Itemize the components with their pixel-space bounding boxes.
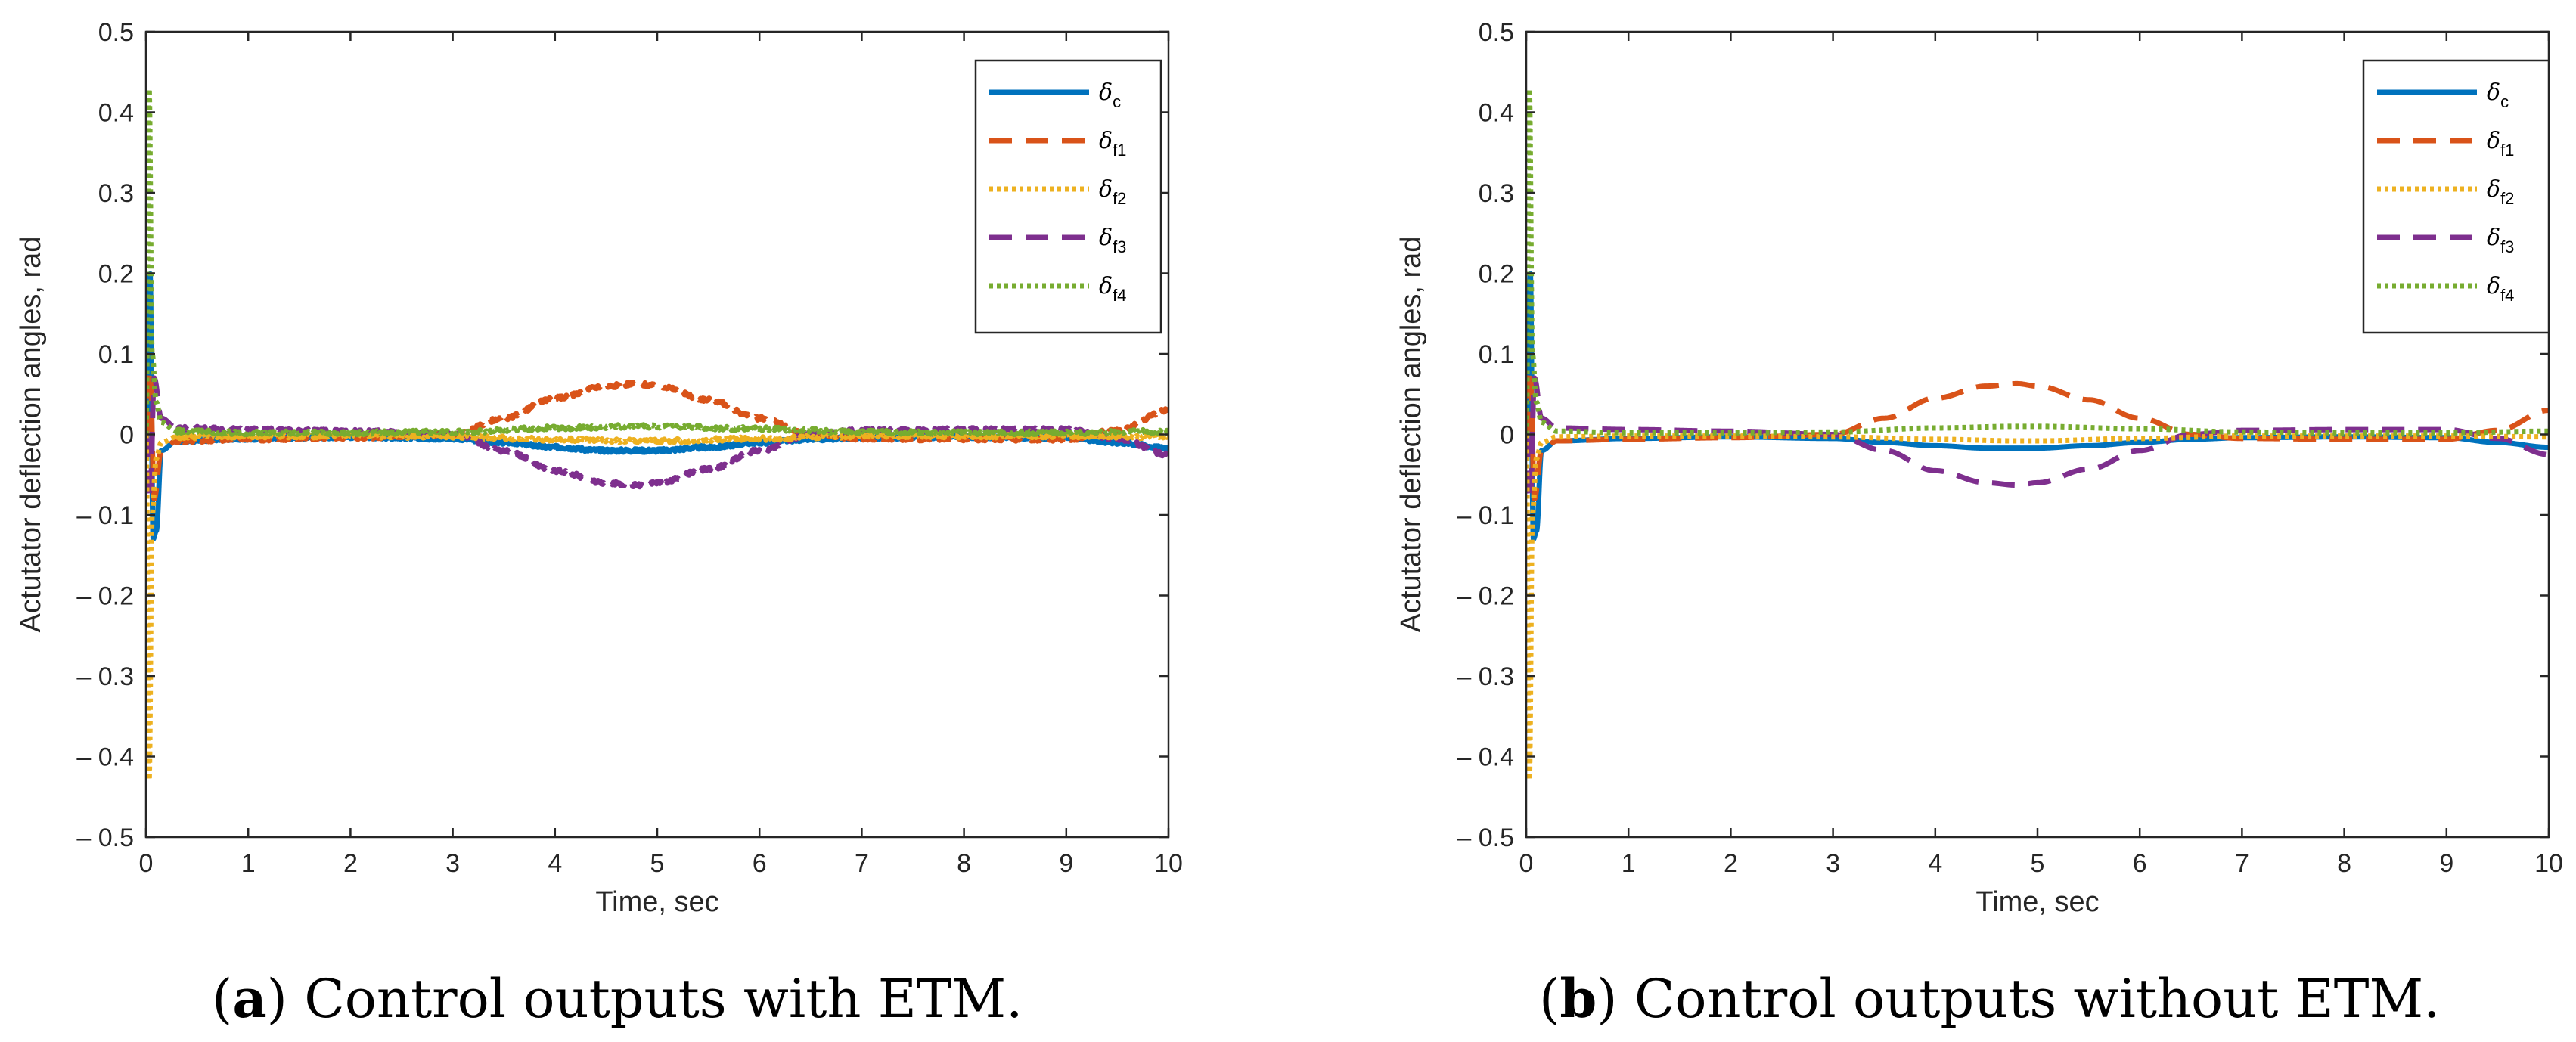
x-tick-label: 4	[1928, 849, 1942, 878]
x-tick-label: 5	[2031, 849, 2045, 878]
y-tick-label: – 0.5	[1457, 823, 1514, 852]
x-tick-label: 10	[2534, 849, 2563, 878]
y-tick-label: 0.1	[1479, 340, 1514, 369]
y-tick-label: 0.1	[98, 340, 134, 369]
legend-label-f3: δf3	[1099, 225, 1126, 256]
series-line-f1	[1526, 367, 2549, 502]
y-tick-label: 0	[1500, 421, 1514, 450]
x-tick-label: 6	[753, 849, 767, 878]
y-tick-label: – 0.2	[76, 582, 134, 611]
x-tick-label: 10	[1154, 849, 1183, 878]
x-tick-label: 4	[548, 849, 562, 878]
x-tick-label: 5	[650, 849, 665, 878]
x-tick-label: 3	[1826, 849, 1840, 878]
chart-b: 0 1 2 3 4 5 6 7 8 9 10 0.5 0.4 0.3 0.2 0.1 0 – 0.1 – 0.2 – …	[1395, 18, 2563, 1030]
y-axis-label: Actutator deflection angles, rad	[15, 237, 47, 633]
y-tick-label: – 0.3	[1457, 662, 1514, 691]
x-tick-label: 9	[1059, 849, 1073, 878]
y-axis-label: Actutator deflection angles, rad	[1395, 237, 1427, 633]
legend-label-f4: δf4	[2487, 273, 2514, 305]
y-tick-label: 0.2	[98, 260, 134, 289]
y-tick-label: 0.2	[1479, 260, 1514, 289]
figure-caption: (a) Control outputs with ETM.	[212, 967, 1023, 1030]
x-tick-label: 0	[1519, 849, 1534, 878]
legend-label-f2: δf2	[1099, 176, 1126, 208]
y-tick-label: – 0.4	[1457, 743, 1514, 772]
x-axis-label: Time, sec	[1975, 886, 2099, 918]
x-tick-label: 2	[1724, 849, 1738, 878]
y-tick-label: 0.3	[98, 179, 134, 208]
x-tick-label: 8	[2337, 849, 2351, 878]
y-tick-label: – 0.4	[76, 743, 134, 772]
legend-box	[974, 59, 1162, 334]
y-tick-label: – 0.3	[76, 662, 134, 691]
figure-caption: (b) Control outputs without ETM.	[1539, 967, 2440, 1030]
legend-label-f1: δf1	[2487, 128, 2514, 160]
y-tick-label: 0.5	[1479, 18, 1514, 47]
y-tick-label: 0.4	[98, 99, 134, 128]
x-tick-label: 7	[2235, 849, 2249, 878]
series-line-f1	[146, 367, 1169, 502]
legend-label-c: δc	[1099, 79, 1121, 111]
legend-label-f1: δf1	[1099, 128, 1126, 160]
x-tick-label: 7	[855, 849, 869, 878]
series-group	[1526, 85, 2549, 783]
legend-label-c: δc	[2487, 79, 2509, 111]
x-tick-label: 3	[445, 849, 460, 878]
series-line-f4	[146, 85, 1169, 438]
series-line-f4	[1526, 85, 2549, 436]
x-tick-label: 8	[957, 849, 971, 878]
y-tick-label: – 0.1	[76, 501, 134, 530]
legend: δc δf1 δf2 δf3 δf4	[2362, 59, 2550, 334]
series-line-f2	[1526, 433, 2549, 783]
y-tick-label: – 0.2	[1457, 582, 1514, 611]
x-tick-label: 6	[2133, 849, 2147, 878]
legend: δc δf1 δf2 δf3 δf4	[974, 59, 1162, 334]
x-tick-label: 2	[343, 849, 358, 878]
y-tick-label: – 0.5	[76, 823, 134, 852]
legend-box	[2362, 59, 2550, 334]
x-tick-label: 1	[241, 849, 256, 878]
legend-label-f2: δf2	[2487, 176, 2514, 208]
x-tick-label: 9	[2439, 849, 2453, 878]
x-axis-label: Time, sec	[595, 886, 718, 918]
x-tick-label: 0	[139, 849, 154, 878]
y-tick-label: 0.4	[1479, 99, 1514, 128]
x-tick-label: 1	[1622, 849, 1636, 878]
chart-a: 0 1 2 3 4 5 6 7 8 9 10 0.5 0.4 0.3 0.2 0.1 0 – 0.1 – 0.2 – …	[15, 18, 1183, 1030]
y-tick-label: 0.3	[1479, 179, 1514, 208]
y-tick-label: – 0.1	[1457, 501, 1514, 530]
y-tick-label: 0.5	[98, 18, 134, 47]
y-tick-label: 0	[119, 421, 134, 450]
series-group	[146, 85, 1169, 783]
legend-label-f4: δf4	[1099, 273, 1126, 305]
series-line-f3	[1526, 375, 2549, 502]
legend-label-f3: δf3	[2487, 225, 2514, 256]
